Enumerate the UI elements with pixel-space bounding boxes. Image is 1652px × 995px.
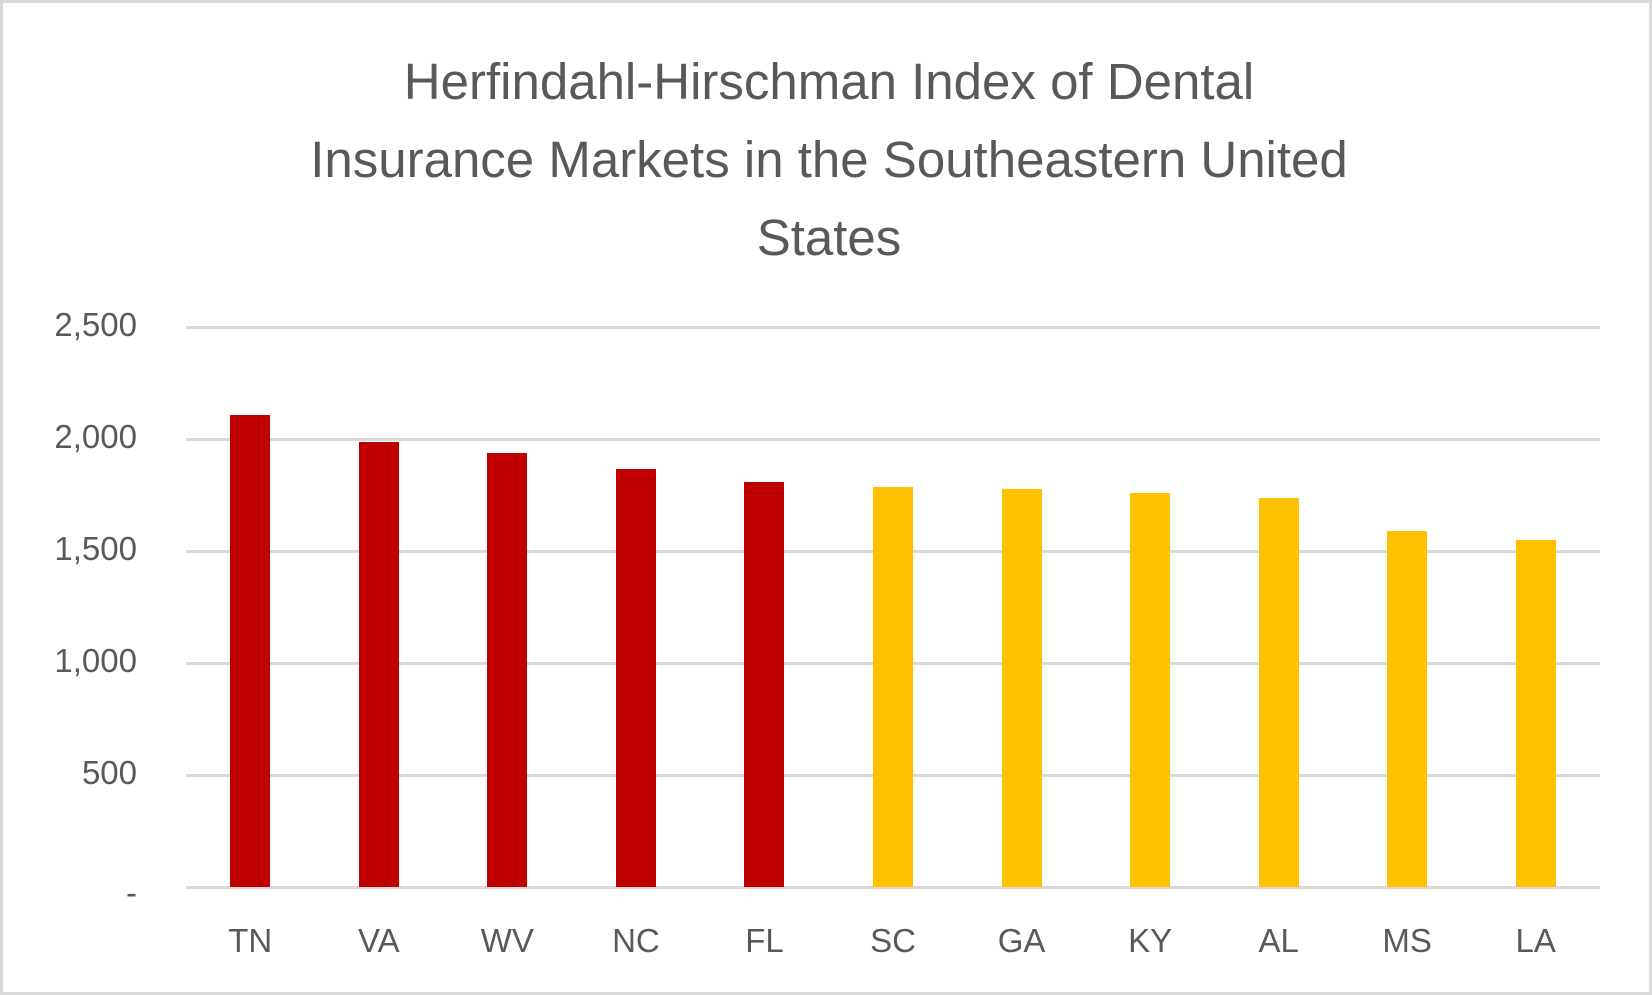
y-axis-tick-label: 500 — [81, 754, 137, 791]
chart-title-line-3: States — [756, 209, 902, 266]
bar-al — [1258, 497, 1299, 887]
bar-ms — [1387, 531, 1428, 887]
x-axis-tick-label: NC — [612, 922, 660, 959]
chart-title: Herfindahl-Hirschman Index of Dental Ins… — [153, 43, 1505, 277]
x-axis-tick-label: MS — [1382, 922, 1432, 959]
y-axis-tick-label: 2,000 — [54, 418, 137, 455]
y-axis-tick-label: 2,500 — [54, 306, 137, 343]
chart-title-line-2: Insurance Markets in the Southeastern Un… — [310, 131, 1348, 188]
x-axis-tick-label: GA — [997, 922, 1046, 959]
x-axis-tick-label: TN — [228, 922, 273, 959]
x-axis-tick-label: LA — [1515, 922, 1556, 959]
bar-fl — [744, 482, 785, 887]
y-axis-tick-label: - — [126, 874, 137, 911]
gridline — [186, 326, 1600, 329]
bar-sc — [873, 486, 913, 887]
chart-title-line-1: Herfindahl-Hirschman Index of Dental — [403, 53, 1255, 110]
bar-ky — [1130, 492, 1171, 887]
bar-ga — [1001, 488, 1042, 887]
gridline — [186, 438, 1600, 441]
x-axis-tick-label: VA — [358, 922, 400, 959]
x-axis-tick-label: WV — [480, 922, 534, 959]
y-axis-tick-label: 1,500 — [54, 530, 137, 567]
bar-la — [1515, 540, 1556, 887]
x-axis-tick-label: FL — [745, 922, 784, 959]
y-axis-tick-label: 1,000 — [54, 642, 137, 679]
bar-va — [358, 441, 399, 887]
bar-tn — [230, 415, 271, 887]
bar-nc — [615, 469, 656, 887]
x-axis-tick-label: KY — [1128, 922, 1173, 959]
x-axis-baseline — [186, 886, 1600, 889]
x-axis-tick-label: AL — [1258, 922, 1299, 959]
plot-area: - 500 1,000 1,500 2,000 2,500 TN VA WV NC FL SC GA KY… — [3, 3, 1649, 992]
bar-wv — [487, 452, 528, 887]
x-axis-tick-label: SC — [870, 922, 916, 959]
